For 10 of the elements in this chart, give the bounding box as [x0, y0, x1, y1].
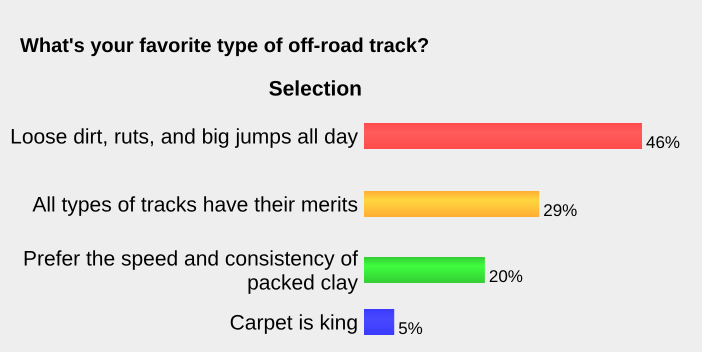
data-label: 29% — [543, 200, 578, 220]
chart-title: What's your favorite type of off-road track? — [20, 35, 430, 57]
y-tick-label: Loose dirt, ruts, and big jumps all day — [10, 125, 358, 148]
y-tick-label: Carpet is king — [230, 311, 358, 334]
data-label: 20% — [488, 266, 523, 286]
y-tick-label: Prefer the speed and consistency of packed clay — [22, 247, 358, 294]
y-tick-label: All types of tracks have their merits — [32, 193, 358, 216]
data-label: 46% — [646, 132, 680, 152]
y-axis-title: Selection — [268, 77, 362, 100]
data-label: 5% — [398, 318, 423, 338]
